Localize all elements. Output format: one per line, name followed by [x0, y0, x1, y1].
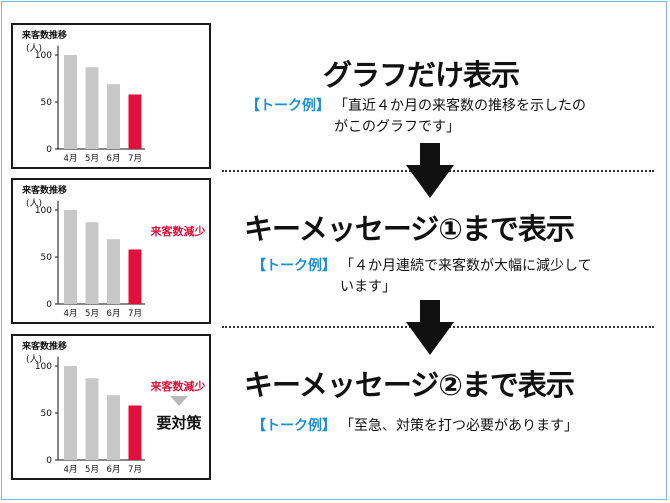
bar — [128, 405, 142, 460]
x-tick-label: 6月 — [107, 154, 121, 164]
bar-chart-2: 来客数推移 (人) 0 50 100 4月 5月 6月 7月 来客数減少 — [21, 184, 206, 319]
bar — [128, 249, 142, 304]
chart-title: 来客数推移 — [21, 29, 67, 41]
y-tick-label: 50 — [41, 98, 53, 108]
talk-example-3: 【トーク例】 「至急、対策を打つ必要があります」 — [252, 416, 578, 437]
talk-example-2: 【トーク例】 「４か月連続で来客数が大幅に減少しています」 — [252, 256, 604, 298]
x-tick-label: 5月 — [85, 465, 99, 475]
y-axis-label: (人) — [26, 43, 42, 54]
step-heading-1: グラフだけ表示 — [323, 58, 520, 92]
step-heading-2: キーメッセージ①まで表示 — [244, 212, 575, 246]
talk-text-1: 「直近４か月の来客数の推移を示したのがこのグラフです」 — [334, 98, 586, 135]
x-tick-label: 6月 — [107, 465, 121, 475]
y-axis-label: (人) — [26, 354, 42, 365]
down-arrow-icon — [406, 143, 454, 198]
talk-text-2: 「４か月連続で来客数が大幅に減少しています」 — [340, 258, 592, 295]
x-tick-label: 5月 — [85, 154, 99, 164]
y-tick-label: 100 — [35, 362, 52, 372]
chart-title: 来客数推移 — [21, 184, 67, 196]
y-tick-label: 0 — [46, 145, 52, 155]
x-tick-label: 7月 — [128, 465, 142, 475]
y-tick-label: 50 — [41, 253, 53, 263]
bar — [85, 67, 99, 149]
y-axis-label: (人) — [26, 198, 42, 209]
bar — [64, 210, 77, 304]
x-tick-label: 6月 — [107, 309, 121, 319]
chart-panel-2: 来客数推移 (人) 0 50 100 4月 5月 6月 7月 来客数減少 — [11, 178, 211, 324]
x-tick-label: 7月 — [128, 309, 142, 319]
bar-chart-1: 来客数推移 (人) 0 50 100 4月 5月 6月 7月 — [21, 29, 145, 164]
bar — [107, 84, 120, 149]
y-tick-label: 0 — [46, 300, 52, 310]
bar — [64, 55, 77, 149]
talk-example-1: 【トーク例】 「直近４か月の来客数の推移を示したのがこのグラフです」 — [246, 96, 598, 138]
bar — [64, 366, 77, 460]
bar — [107, 395, 120, 460]
x-tick-label: 5月 — [85, 309, 99, 319]
down-arrow-icon — [406, 300, 454, 355]
chart-title: 来客数推移 — [21, 340, 67, 352]
x-tick-label: 7月 — [128, 154, 142, 164]
bar — [85, 222, 99, 304]
key-message-1-label: 来客数減少 — [150, 224, 206, 238]
y-tick-label: 0 — [46, 456, 52, 466]
step-heading-3: キーメッセージ②まで表示 — [244, 368, 575, 402]
chart-panel-3: 来客数推移 (人) 0 50 100 4月 5月 6月 7月 来客数減少要対策 — [11, 334, 211, 480]
bar — [128, 94, 142, 149]
x-tick-label: 4月 — [64, 309, 78, 319]
triangle-down-icon — [170, 396, 188, 406]
y-tick-label: 100 — [35, 206, 52, 216]
key-message-1-label: 来客数減少 — [150, 379, 206, 393]
talk-tag-2: 【トーク例】 — [252, 258, 336, 274]
talk-text-3: 「至急、対策を打つ必要があります」 — [340, 418, 578, 434]
bar — [85, 378, 99, 460]
key-message-2-label: 要対策 — [156, 414, 202, 432]
chart-panel-1: 来客数推移 (人) 0 50 100 4月 5月 6月 7月 — [11, 23, 211, 169]
talk-tag-3: 【トーク例】 — [252, 418, 336, 434]
y-tick-label: 100 — [35, 51, 52, 61]
y-tick-label: 50 — [41, 409, 53, 419]
talk-tag-1: 【トーク例】 — [246, 98, 330, 114]
x-tick-label: 4月 — [64, 465, 78, 475]
x-tick-label: 4月 — [64, 154, 78, 164]
bar — [107, 239, 120, 304]
